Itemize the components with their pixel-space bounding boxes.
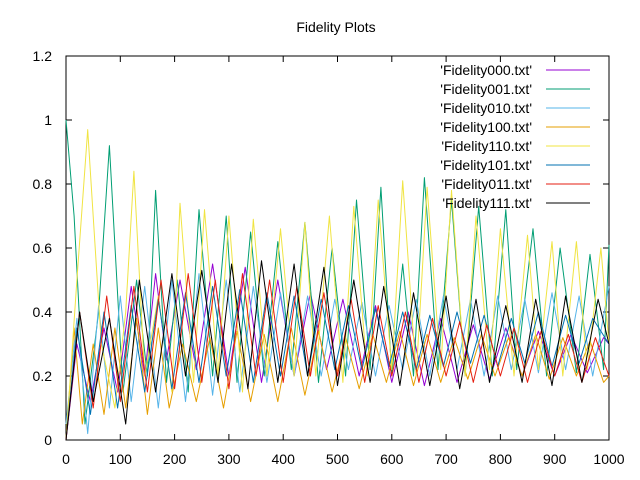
x-tick-label: 300 <box>217 451 241 467</box>
x-tick-label: 100 <box>109 451 133 467</box>
y-tick-label: 0.4 <box>33 304 53 320</box>
y-tick-label: 0.2 <box>33 368 53 384</box>
legend: 'Fidelity000.txt' 'Fidelity001.txt' 'Fidel… <box>440 62 590 211</box>
series-line-7 <box>65 260 610 441</box>
legend-label: 'Fidelity100.txt' <box>440 119 532 135</box>
x-tick-label: 600 <box>380 451 404 467</box>
legend-label: 'Fidelity010.txt' <box>440 100 532 116</box>
x-axis: 0 100 200 300 400 500 600 700 800 900 1000 <box>62 56 625 467</box>
x-tick-label: 200 <box>163 451 187 467</box>
series-line-4 <box>65 129 610 441</box>
series-line-2 <box>65 273 610 435</box>
legend-label: 'Fidelity101.txt' <box>440 157 532 173</box>
legend-label: 'Fidelity110.txt' <box>441 138 532 154</box>
x-tick-label: 0 <box>62 451 70 467</box>
x-tick-label: 400 <box>272 451 296 467</box>
x-tick-label: 900 <box>543 451 567 467</box>
series-line-6 <box>65 273 610 441</box>
y-axis: 0 0.2 0.4 0.6 0.8 1 1.2 <box>33 48 609 448</box>
x-tick-label: 700 <box>434 451 458 467</box>
y-tick-label: 1.2 <box>33 48 53 64</box>
x-tick-label: 800 <box>489 451 513 467</box>
legend-label: 'Fidelity000.txt' <box>440 62 532 78</box>
series-lines <box>65 119 610 441</box>
legend-label: 'Fidelity011.txt' <box>441 176 532 192</box>
y-tick-label: 0 <box>44 432 52 448</box>
chart-title: Fidelity Plots <box>296 19 375 35</box>
y-tick-label: 0.8 <box>33 176 53 192</box>
x-tick-label: 500 <box>326 451 350 467</box>
y-tick-label: 1 <box>44 112 52 128</box>
y-tick-label: 0.6 <box>33 240 53 256</box>
legend-label: 'Fidelity111.txt' <box>442 195 532 211</box>
x-tick-label: 1000 <box>593 451 624 467</box>
legend-label: 'Fidelity001.txt' <box>440 81 532 97</box>
